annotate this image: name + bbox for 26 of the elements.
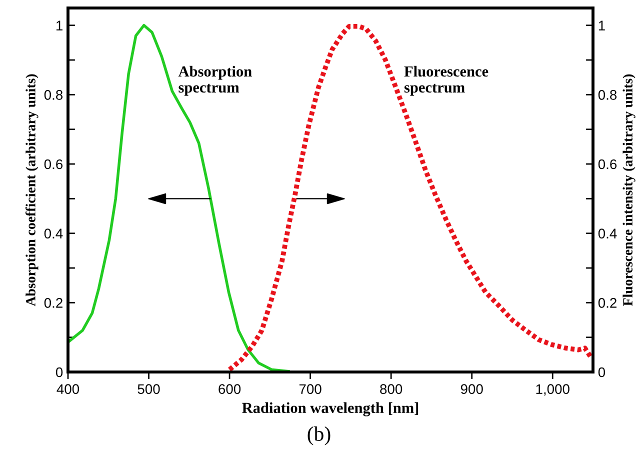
y-tick-label: 1 <box>56 20 62 30</box>
annotation: Absorption spectrum <box>178 66 252 96</box>
y2-tick-label: 0.4 <box>598 228 617 239</box>
y2-tick-label: 0 <box>598 367 606 378</box>
y-axis-title: Absorption coefficient (arbitrary units) <box>26 74 38 306</box>
y2-tick-label: 0.2 <box>598 298 616 308</box>
x-tick-label: 400 <box>56 384 80 394</box>
y-tick-label: 0.8 <box>44 90 63 100</box>
y2-tick-label: 0.6 <box>598 159 617 170</box>
y2-tick-label: 1 <box>598 20 605 30</box>
x-tick-label: 1,000 <box>536 384 570 396</box>
x-tick-label: 600 <box>218 384 241 394</box>
text: (b) <box>308 426 330 446</box>
y2-tick-label: 0.8 <box>598 90 617 100</box>
x-tick-label: 500 <box>138 384 160 394</box>
x-tick-label: 700 <box>299 384 322 394</box>
x-tick-label: 800 <box>380 384 402 394</box>
x-axis-title: Radiation wavelength [nm] <box>242 402 418 416</box>
y-tick-label: 0.6 <box>44 159 63 170</box>
y2-axis-title: Fluorescence intensity (arbitrary units) <box>622 74 636 306</box>
annotation: Fluorescence spectrum <box>404 66 488 96</box>
y-tick-label: 0.4 <box>44 228 63 239</box>
x-tick-label: 900 <box>460 384 483 394</box>
line-series <box>68 24 290 372</box>
y-tick-label: 0.2 <box>44 298 62 308</box>
y-tick-label: 0 <box>56 367 63 378</box>
